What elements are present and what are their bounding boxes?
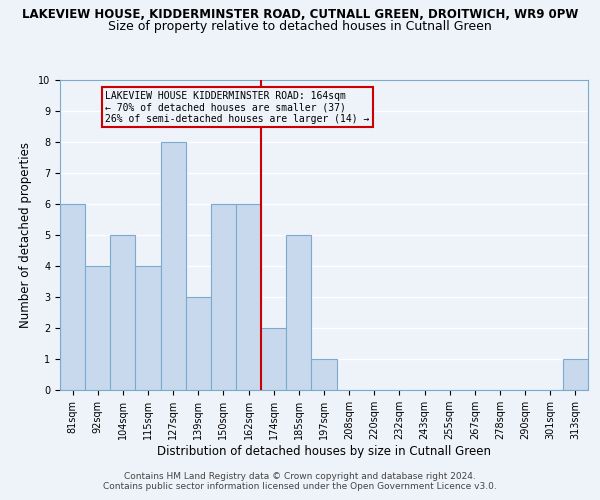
Bar	[186, 297, 211, 390]
X-axis label: Distribution of detached houses by size in Cutnall Green: Distribution of detached houses by size …	[157, 445, 491, 458]
Text: Contains HM Land Registry data © Crown copyright and database right 2024.: Contains HM Land Registry data © Crown c…	[124, 472, 476, 481]
Text: Contains public sector information licensed under the Open Government Licence v3: Contains public sector information licen…	[103, 482, 497, 491]
Bar	[261, 328, 286, 390]
Bar	[60, 204, 85, 390]
Y-axis label: Number of detached properties: Number of detached properties	[19, 142, 32, 328]
Bar	[311, 359, 337, 390]
Bar	[136, 266, 161, 390]
Text: LAKEVIEW HOUSE, KIDDERMINSTER ROAD, CUTNALL GREEN, DROITWICH, WR9 0PW: LAKEVIEW HOUSE, KIDDERMINSTER ROAD, CUTN…	[22, 8, 578, 20]
Text: LAKEVIEW HOUSE KIDDERMINSTER ROAD: 164sqm
← 70% of detached houses are smaller (: LAKEVIEW HOUSE KIDDERMINSTER ROAD: 164sq…	[105, 91, 370, 124]
Bar	[211, 204, 236, 390]
Bar	[236, 204, 261, 390]
Bar	[85, 266, 110, 390]
Text: Size of property relative to detached houses in Cutnall Green: Size of property relative to detached ho…	[108, 20, 492, 33]
Bar	[286, 235, 311, 390]
Bar	[563, 359, 588, 390]
Bar	[110, 235, 136, 390]
Bar	[161, 142, 186, 390]
